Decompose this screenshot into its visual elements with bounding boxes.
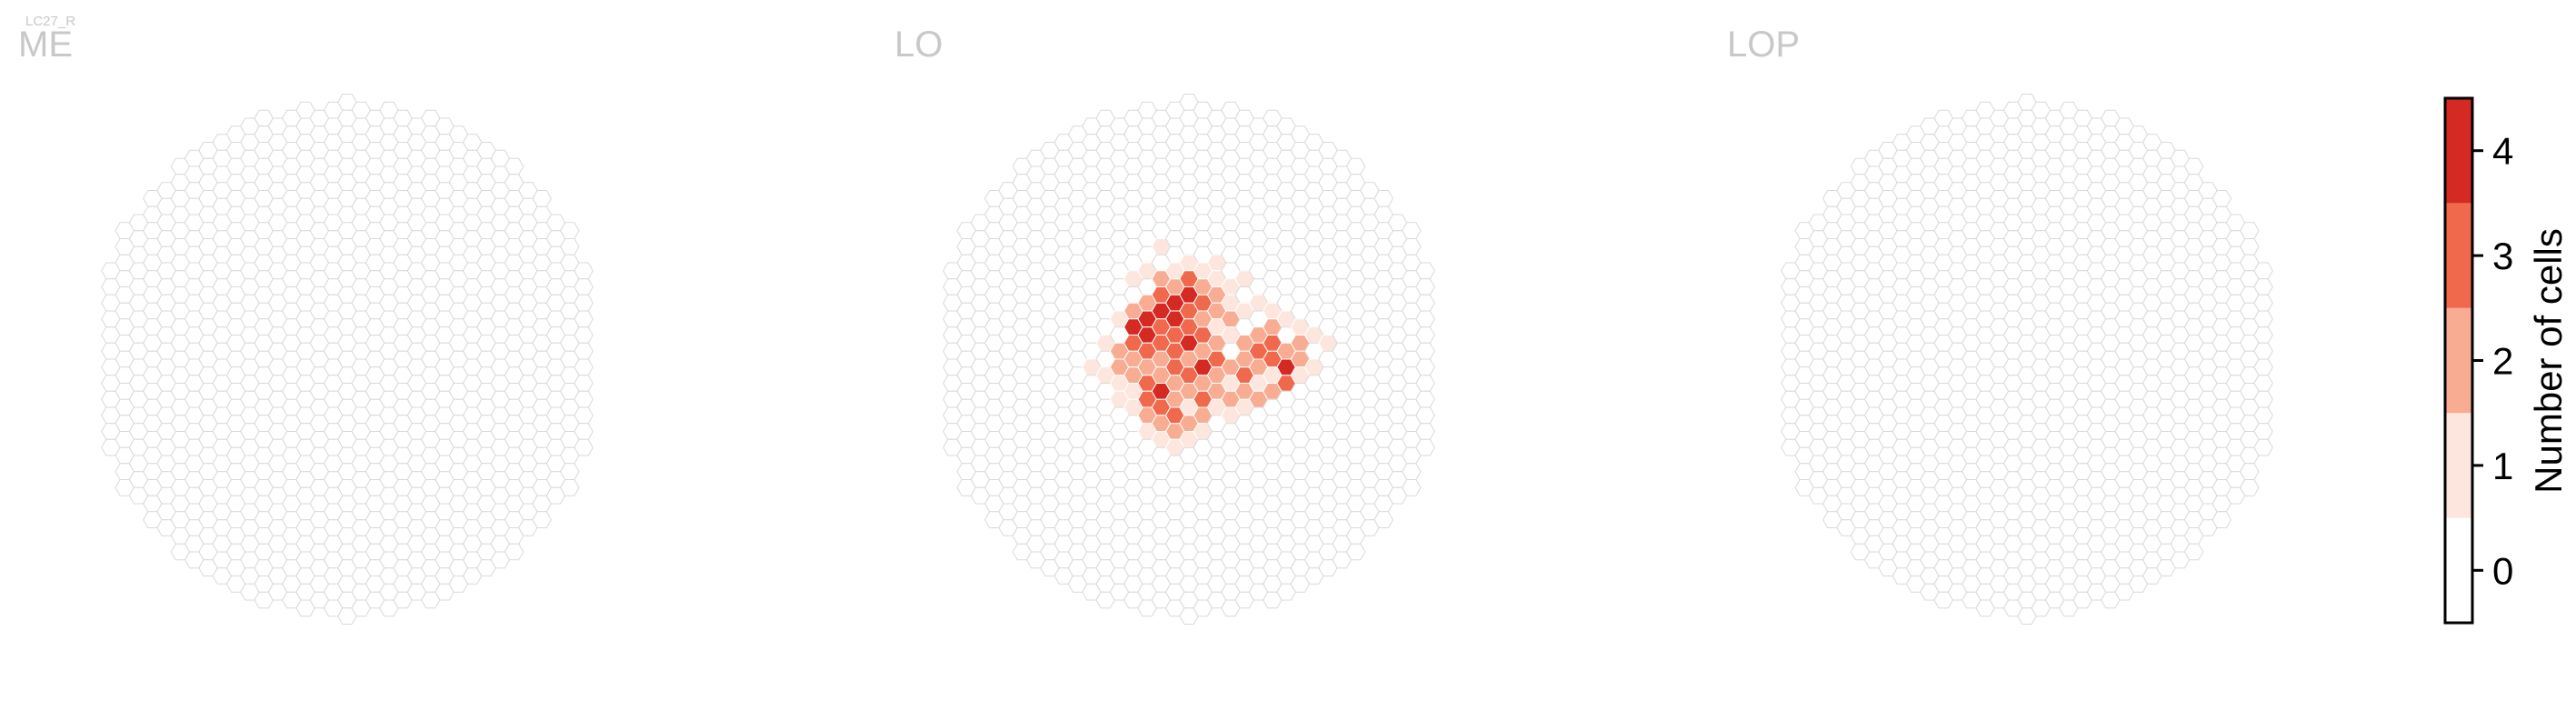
panel-lop: LOP xyxy=(1727,25,2273,625)
hex-cell xyxy=(574,278,594,295)
hex-cell xyxy=(2212,511,2232,528)
hex-cell xyxy=(532,511,552,528)
hex-cell xyxy=(1415,375,1435,392)
hex-cell xyxy=(574,326,594,344)
colorbar-bins xyxy=(2445,98,2472,623)
hex-cell xyxy=(504,543,524,561)
hex-cell xyxy=(1415,310,1435,328)
hex-cell xyxy=(1415,390,1435,408)
colorbar-bin-3 xyxy=(2445,203,2472,308)
hex-cell xyxy=(1415,423,1435,440)
hex-cell xyxy=(1415,358,1435,376)
hex-cell xyxy=(2253,342,2273,360)
panel-me: ME xyxy=(18,25,594,625)
hex-cell xyxy=(1373,511,1393,528)
hex-cell xyxy=(2253,438,2273,456)
hex-cell xyxy=(1415,278,1435,295)
colorbar-tick-label: 3 xyxy=(2492,235,2513,277)
hex-cell xyxy=(2240,238,2260,255)
colorbar-tick-label: 4 xyxy=(2492,130,2513,173)
colorbar-bin-2 xyxy=(2445,307,2472,414)
hex-cell xyxy=(574,390,594,408)
hex-cell xyxy=(574,406,594,425)
hex-cell xyxy=(574,375,594,392)
colorbar-ticks: 0 1 2 3 4 xyxy=(2472,130,2513,592)
colorbar-bin-4 xyxy=(2445,98,2472,204)
hex-grid-lop xyxy=(1781,94,2273,625)
hex-cell xyxy=(2253,294,2273,312)
hex-cell xyxy=(2212,190,2232,207)
hex-cell xyxy=(2253,310,2273,328)
hex-cell xyxy=(1345,543,1366,561)
hex-cell xyxy=(560,463,580,480)
figure-suptitle: LC27_R xyxy=(25,14,75,29)
hex-cell xyxy=(2253,358,2273,376)
hex-cell xyxy=(1345,157,1366,175)
hex-cell xyxy=(2240,222,2260,239)
hex-cell xyxy=(2183,157,2204,175)
hex-cell xyxy=(574,294,594,312)
hex-cell xyxy=(2253,326,2273,344)
panel-label-me: ME xyxy=(18,25,73,65)
colorbar-tick-label: 2 xyxy=(2492,340,2513,383)
hex-cell xyxy=(1415,294,1435,312)
hex-cell xyxy=(574,342,594,360)
hex-cell xyxy=(1415,326,1435,344)
hex-cell xyxy=(2240,479,2260,496)
colorbar-tick-label: 1 xyxy=(2492,445,2513,487)
hex-cell xyxy=(560,222,580,239)
colorbar-tick-label: 0 xyxy=(2492,549,2513,592)
hex-cell xyxy=(560,238,580,255)
hex-cell xyxy=(1402,238,1422,255)
hex-cell xyxy=(1402,479,1422,496)
hex-grid-lo xyxy=(943,94,1435,625)
hex-cell xyxy=(532,190,552,207)
panel-lo: LO xyxy=(894,25,1435,625)
panel-label-lo: LO xyxy=(894,25,943,65)
hex-cell xyxy=(1373,190,1393,207)
colorbar-bin-0 xyxy=(2445,517,2472,623)
hex-cell xyxy=(2253,262,2273,280)
hex-cell xyxy=(1402,463,1422,480)
hex-cell xyxy=(1415,406,1435,425)
hex-cell xyxy=(574,423,594,440)
hex-cell xyxy=(574,310,594,328)
colorbar: 0 1 2 3 4 Number of cells xyxy=(2443,96,2570,625)
hex-grid-me xyxy=(101,94,594,625)
hex-cell xyxy=(560,479,580,496)
hex-cell xyxy=(2253,278,2273,295)
panel-label-lop: LOP xyxy=(1727,25,1800,65)
hex-cell xyxy=(574,358,594,376)
hex-cell xyxy=(1415,342,1435,360)
hex-cell xyxy=(2253,375,2273,392)
colorbar-label: Number of cells xyxy=(2527,228,2570,494)
colorbar-bin-1 xyxy=(2445,413,2472,518)
hex-cell xyxy=(2253,423,2273,440)
hex-cell xyxy=(1415,262,1435,280)
hex-cell xyxy=(2253,390,2273,408)
hex-cell xyxy=(574,262,594,280)
hex-cell xyxy=(574,438,594,456)
hex-cell xyxy=(2240,463,2260,480)
hex-cell xyxy=(504,157,524,175)
hex-cell xyxy=(1415,438,1435,456)
hex-cell xyxy=(2183,543,2204,561)
hex-cell xyxy=(2253,406,2273,425)
hex-cell xyxy=(1402,222,1422,239)
